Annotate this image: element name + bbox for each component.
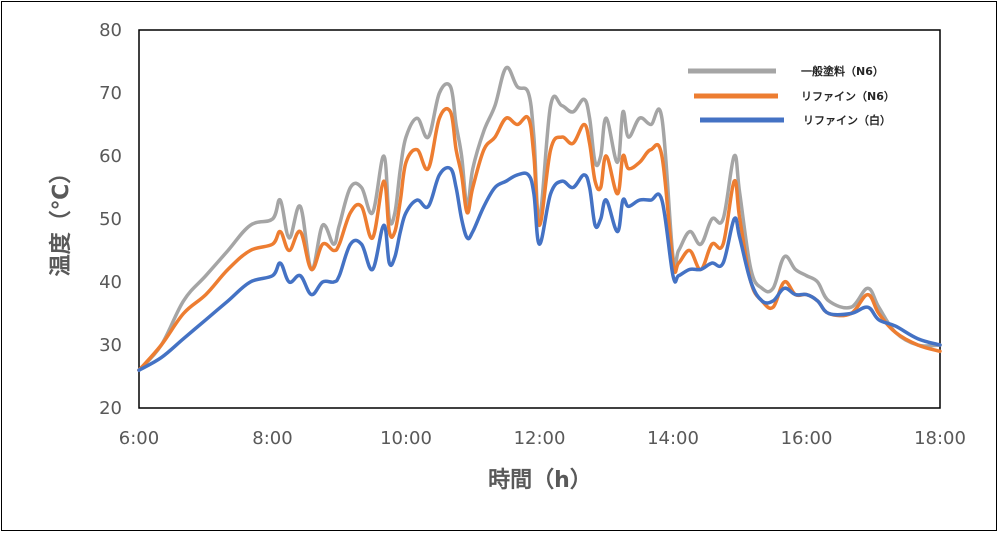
y-axis-title: 温度（℃） xyxy=(48,162,74,277)
x-tick-label: 16:00 xyxy=(781,428,833,449)
legend: 一般塗料（N6） リファイン（N6） リファイン（白） xyxy=(688,64,895,127)
y-tick-label: 30 xyxy=(99,335,122,356)
x-tick-label: 12:00 xyxy=(514,428,566,449)
legend-label-3: リファイン（白） xyxy=(803,113,891,127)
x-tick-label: 14:00 xyxy=(647,428,699,449)
legend-label-2: リファイン（N6） xyxy=(801,90,895,103)
x-tick-label: 10:00 xyxy=(380,428,432,449)
x-tick-label: 8:00 xyxy=(252,428,292,449)
series-line-3 xyxy=(137,165,942,372)
y-tick-label: 80 xyxy=(99,20,122,41)
y-axis-ticks: 20 30 40 50 60 70 80 xyxy=(99,20,122,419)
y-tick-label: 70 xyxy=(99,83,122,104)
x-axis-ticks: 6:00 8:00 10:00 12:00 14:00 16:00 18:00 xyxy=(119,428,966,449)
y-tick-label: 50 xyxy=(99,209,122,230)
y-tick-label: 60 xyxy=(99,146,122,167)
x-axis-title: 時間（h） xyxy=(488,468,592,493)
x-tick-label: 18:00 xyxy=(914,428,966,449)
x-tick-label: 6:00 xyxy=(119,428,159,449)
y-tick-label: 20 xyxy=(99,398,122,419)
legend-label-1: 一般塗料（N6） xyxy=(801,64,884,78)
y-tick-label: 40 xyxy=(99,272,122,293)
series-layer xyxy=(137,65,942,372)
